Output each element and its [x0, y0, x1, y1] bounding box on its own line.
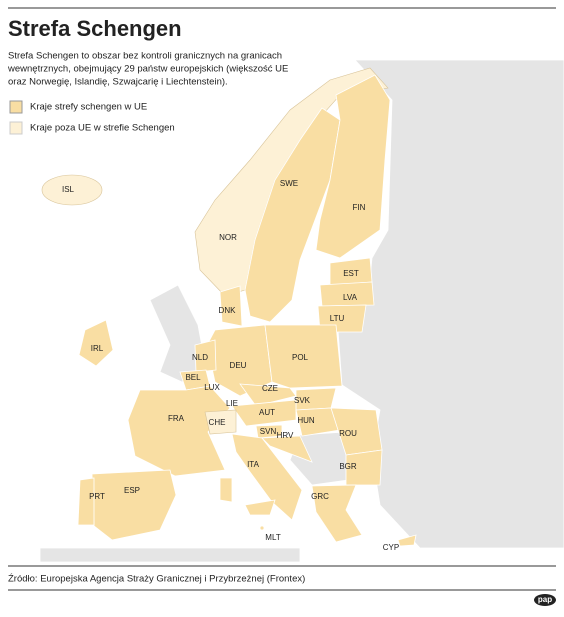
legend-label: Kraje strefy schengen w UE	[30, 102, 147, 113]
country-label: SWE	[280, 179, 298, 188]
country-label: GRC	[311, 492, 329, 501]
country-shape	[259, 525, 265, 531]
country-label: NOR	[219, 233, 237, 242]
country-shape	[231, 433, 303, 521]
logo: pap	[538, 595, 552, 604]
source: Źródło: Europejska Agencja Straży Granic…	[8, 574, 305, 585]
country-label: BGR	[339, 462, 357, 471]
country-label: CYP	[383, 543, 399, 552]
country-label: CHE	[209, 418, 226, 427]
country-label: HUN	[297, 416, 315, 425]
north-africa	[39, 547, 301, 563]
country-label: IRL	[91, 344, 104, 353]
country-shape	[194, 339, 217, 373]
country-label: BEL	[185, 373, 201, 382]
country-label: DNK	[219, 306, 237, 315]
legend-label: Kraje poza UE w strefie Schengen	[30, 123, 175, 134]
country-label: ITA	[247, 460, 260, 469]
country-shape	[231, 399, 297, 427]
country-shape	[78, 319, 114, 367]
country-label: FIN	[353, 203, 366, 212]
legend-swatch	[9, 100, 23, 114]
country-shape	[127, 385, 231, 477]
map	[39, 59, 564, 563]
description: wewnętrznych, obejmujący 29 państw europ…	[7, 64, 288, 75]
country-shape	[255, 424, 283, 439]
country-shape	[244, 499, 276, 516]
country-shape	[345, 449, 383, 486]
country-label: ISL	[62, 185, 75, 194]
non-schengen-land	[337, 59, 564, 549]
country-shape	[264, 324, 343, 389]
country-shape	[397, 534, 417, 547]
description: oraz Norwegię, Islandię, Szwajcarię i Li…	[8, 77, 228, 88]
country-shape	[91, 469, 177, 541]
country-shape	[311, 484, 363, 543]
country-labels: ISL NOR SWE FIN EST LVA LTU DNK IRL NLD …	[62, 179, 399, 552]
country-label: ESP	[124, 486, 140, 495]
country-label: AUT	[259, 408, 275, 417]
country-label: LVA	[343, 293, 358, 302]
country-label: EST	[343, 269, 359, 278]
country-label: ROU	[339, 429, 357, 438]
logo-badge	[534, 594, 556, 606]
country-label: CZE	[262, 384, 278, 393]
country-label: LUX	[204, 383, 220, 392]
legend-swatch	[9, 121, 23, 135]
country-label: LIE	[226, 399, 238, 408]
country-label: PRT	[89, 492, 105, 501]
country-label: LTU	[330, 314, 345, 323]
title: Strefa Schengen	[8, 16, 182, 41]
country-shape	[219, 285, 243, 327]
country-shape	[41, 174, 103, 206]
country-shape	[261, 435, 313, 463]
country-label: MLT	[265, 533, 281, 542]
country-shape	[319, 281, 375, 307]
description: Strefa Schengen to obszar bez kontroli g…	[8, 51, 282, 62]
country-shape	[204, 409, 237, 435]
country-shape	[315, 74, 391, 259]
country-label: FRA	[168, 414, 185, 423]
country-shape	[219, 477, 233, 503]
country-label: POL	[292, 353, 309, 362]
country-shape	[77, 477, 95, 526]
country-label: HRV	[277, 431, 294, 440]
country-label: SVN	[260, 427, 277, 436]
country-label: NLD	[192, 353, 208, 362]
country-label: DEU	[230, 361, 247, 370]
country-label: SVK	[294, 396, 311, 405]
